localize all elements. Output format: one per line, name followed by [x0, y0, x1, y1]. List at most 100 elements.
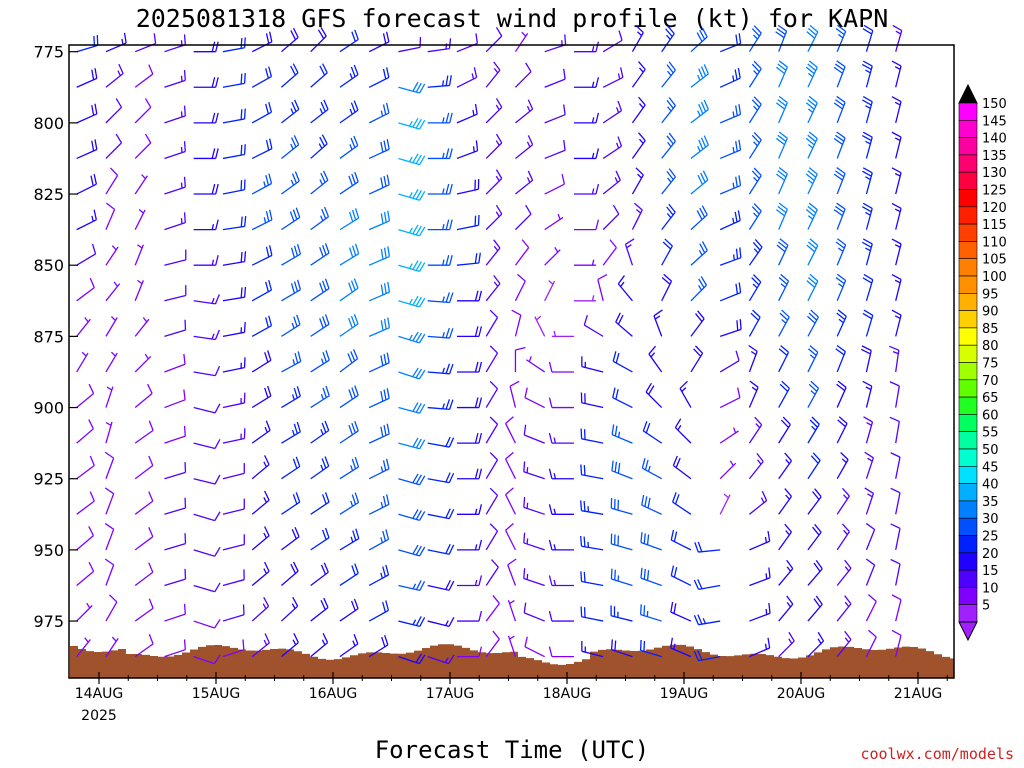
wind-barb	[76, 419, 94, 444]
barb-half-feather	[105, 422, 112, 426]
barb-full-feather	[292, 561, 299, 572]
barb-full-feather	[778, 60, 788, 68]
barb-full-feather	[419, 83, 426, 94]
colorbar-label: 135	[982, 149, 1007, 164]
barb-staff	[865, 564, 876, 586]
colorbar-label: 75	[982, 357, 999, 372]
barb-staff	[427, 584, 450, 591]
barb-full-feather	[810, 309, 819, 318]
barb-full-feather	[524, 387, 528, 398]
barb-full-feather	[215, 148, 219, 159]
barb-full-feather	[320, 26, 327, 37]
barb-staff	[164, 507, 186, 515]
barb-staff	[251, 570, 270, 586]
wind-barb	[339, 278, 359, 302]
barb-full-feather	[612, 387, 616, 398]
barb-full-feather	[214, 547, 221, 557]
x-tick-label: 16AUG	[309, 686, 358, 702]
wind-barb	[807, 345, 819, 373]
barb-staff	[807, 280, 819, 302]
barb-staff	[164, 613, 186, 622]
barb-full-feather	[672, 492, 677, 503]
barb-staff	[865, 493, 875, 515]
wind-barb	[251, 526, 270, 551]
barb-full-feather	[698, 104, 704, 114]
barb-full-feather	[667, 25, 675, 35]
wind-barb	[648, 345, 663, 373]
barb-full-feather	[415, 296, 422, 307]
barb-staff	[895, 563, 901, 586]
barb-half-feather	[548, 280, 554, 285]
wind-barb	[134, 455, 154, 480]
barb-full-feather	[767, 637, 771, 649]
barb-half-feather	[142, 317, 148, 323]
barb-full-feather	[836, 131, 846, 139]
barb-staff	[719, 494, 731, 515]
barb-half-feather	[320, 464, 324, 471]
barb-staff	[807, 568, 823, 586]
wind-barb	[835, 238, 847, 266]
barb-full-feather	[617, 100, 623, 111]
barb-staff	[105, 421, 113, 444]
barb-full-feather	[322, 529, 327, 540]
barb-full-feather	[290, 65, 296, 76]
barb-staff	[222, 189, 245, 195]
barb-full-feather	[215, 112, 219, 124]
wind-barb	[164, 497, 187, 515]
barb-half-feather	[844, 637, 850, 643]
wind-barb	[76, 455, 95, 480]
barb-full-feather	[93, 209, 97, 220]
wind-barb	[690, 64, 709, 88]
wind-barb	[105, 202, 116, 230]
barb-full-feather	[836, 344, 846, 353]
barb-full-feather	[475, 140, 479, 151]
barb-full-feather	[778, 241, 787, 249]
barb-staff	[398, 46, 421, 53]
barb-full-feather	[144, 133, 152, 144]
barb-staff	[193, 620, 215, 629]
barb-staff	[617, 283, 633, 302]
barb-half-feather	[442, 296, 445, 303]
barb-staff	[134, 142, 152, 159]
barb-full-feather	[523, 602, 527, 613]
barb-full-feather	[495, 204, 503, 215]
barb-full-feather	[348, 424, 354, 436]
wind-barb	[690, 205, 708, 231]
barb-staff	[661, 245, 673, 266]
barb-staff	[807, 423, 820, 444]
wind-barb	[890, 452, 901, 479]
barb-half-feather	[753, 141, 758, 147]
wind-barb	[861, 60, 873, 88]
barb-staff	[105, 175, 119, 195]
barb-half-feather	[137, 244, 143, 249]
wind-barb	[164, 319, 187, 338]
barb-staff	[719, 113, 741, 124]
barb-staff	[749, 577, 771, 587]
wind-barb	[719, 427, 739, 444]
wind-barb	[193, 112, 219, 124]
barb-staff	[310, 465, 330, 480]
wind-barb	[602, 239, 617, 266]
barb-staff	[661, 33, 675, 53]
barb-full-feather	[106, 202, 115, 210]
wind-barb	[514, 273, 526, 302]
wind-barb	[807, 595, 823, 622]
x-tick-label: 19AUG	[660, 686, 709, 702]
barb-full-feather	[183, 69, 186, 81]
barb-full-feather	[183, 141, 186, 152]
barb-full-feather	[619, 67, 624, 78]
wind-barb	[134, 33, 157, 53]
barb-full-feather	[323, 597, 329, 608]
barb-staff	[368, 397, 390, 409]
barb-full-feather	[350, 280, 356, 291]
barb-staff	[456, 224, 479, 231]
wind-barb	[251, 173, 273, 195]
wind-barb	[427, 543, 455, 555]
wind-barb	[76, 526, 94, 551]
barb-full-feather	[449, 112, 453, 124]
wind-barb	[427, 75, 452, 88]
colorbar-label: 25	[982, 530, 999, 545]
barb-staff	[339, 608, 359, 622]
wind-barb	[548, 610, 574, 622]
barb-full-feather	[644, 496, 648, 507]
